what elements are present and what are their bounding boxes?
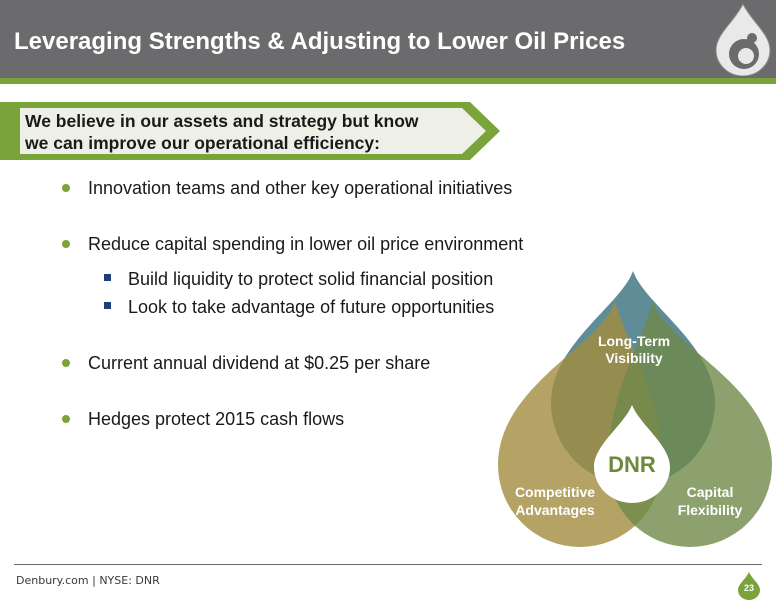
bullet-dot-icon <box>62 240 70 248</box>
page-number-drop-icon <box>738 572 760 600</box>
sub-bullet-text: Build liquidity to protect solid financi… <box>128 269 494 289</box>
diagram-right-line-1: Capital <box>687 484 734 500</box>
diagram-top-line-1: Long-Term <box>598 333 670 349</box>
callout-line-1: We believe in our assets and strategy bu… <box>25 111 419 131</box>
header-bar <box>0 0 776 78</box>
diagram-top-line-2: Visibility <box>605 350 663 366</box>
slide-title: Leveraging Strengths & Adjusting to Lowe… <box>14 28 626 55</box>
square-bullet-icon <box>104 274 111 281</box>
header-accent-stripe <box>0 78 776 84</box>
footer-divider <box>14 564 762 565</box>
drop-logo-icon <box>715 2 771 76</box>
dnr-center-drop <box>594 405 670 503</box>
bullet-text: Innovation teams and other key operation… <box>88 178 513 198</box>
bullet-text: Reduce capital spending in lower oil pri… <box>88 234 524 254</box>
callout-text: We believe in our assets and strategy bu… <box>25 110 485 154</box>
sub-bullet-text: Look to take advantage of future opportu… <box>128 297 495 317</box>
diagram-center-label: DNR <box>608 452 656 477</box>
diagram-left-line-2: Advantages <box>515 502 595 518</box>
diagram-left-line-1: Competitive <box>515 484 595 500</box>
bullet-dot-icon <box>62 184 70 192</box>
bullet-dot-icon <box>62 415 70 423</box>
bullet-text: Hedges protect 2015 cash flows <box>88 409 345 429</box>
bullet-text: Current annual dividend at $0.25 per sha… <box>88 353 431 373</box>
bullet-dot-icon <box>62 359 70 367</box>
callout-line-2: we can improve our operational efficienc… <box>25 133 380 153</box>
footer-text: Denbury.com | NYSE: DNR <box>16 574 160 587</box>
page-number: 23 <box>743 583 754 593</box>
square-bullet-icon <box>104 302 111 309</box>
three-drops-diagram: Long-Term Visibility Competitive Advanta… <box>498 271 772 547</box>
diagram-right-line-2: Flexibility <box>678 502 743 518</box>
callout-banner <box>0 102 500 160</box>
